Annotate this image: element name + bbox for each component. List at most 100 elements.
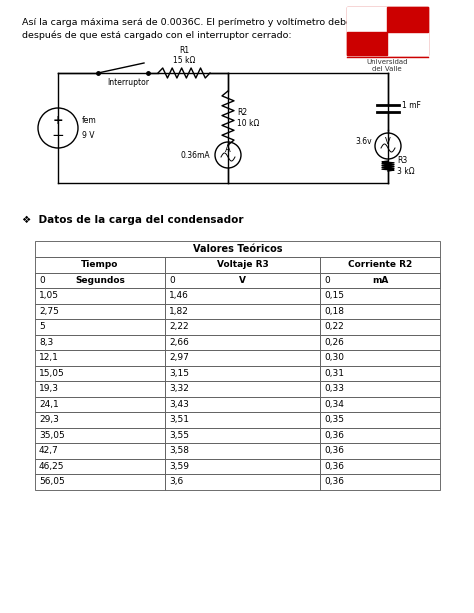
Bar bbox=[320, 381, 440, 397]
Bar bbox=[165, 257, 320, 273]
Text: R1
15 kΩ: R1 15 kΩ bbox=[173, 45, 195, 65]
Bar bbox=[320, 303, 440, 319]
Text: +: + bbox=[53, 115, 64, 128]
Bar bbox=[320, 474, 440, 490]
Text: Valores Teóricos: Valores Teóricos bbox=[193, 244, 282, 254]
Text: 15,05: 15,05 bbox=[39, 369, 65, 378]
Bar bbox=[320, 319, 440, 335]
Polygon shape bbox=[387, 32, 428, 55]
Text: 0,36: 0,36 bbox=[324, 431, 344, 440]
Text: −: − bbox=[52, 128, 64, 142]
Text: 0: 0 bbox=[324, 276, 330, 285]
Text: 3,6: 3,6 bbox=[169, 478, 183, 486]
Bar bbox=[320, 257, 440, 273]
Text: 0,15: 0,15 bbox=[324, 291, 344, 300]
Text: 1,05: 1,05 bbox=[39, 291, 59, 300]
Text: 0,36: 0,36 bbox=[324, 462, 344, 471]
Text: 24,1: 24,1 bbox=[39, 400, 59, 409]
Text: 19,3: 19,3 bbox=[39, 384, 59, 394]
Text: 9 V: 9 V bbox=[82, 131, 94, 140]
Bar bbox=[165, 365, 320, 381]
Text: 0,30: 0,30 bbox=[324, 353, 344, 362]
Bar bbox=[165, 427, 320, 443]
Bar bbox=[165, 443, 320, 459]
Text: fem: fem bbox=[82, 116, 97, 125]
Bar bbox=[347, 7, 428, 55]
Bar bbox=[320, 459, 440, 474]
Text: 1,46: 1,46 bbox=[169, 291, 189, 300]
Text: 3,43: 3,43 bbox=[169, 400, 189, 409]
Bar bbox=[35, 273, 165, 288]
Polygon shape bbox=[347, 7, 387, 32]
Text: Interruptor: Interruptor bbox=[107, 78, 149, 87]
Bar bbox=[35, 241, 440, 257]
Text: Universidad: Universidad bbox=[366, 59, 408, 65]
Bar bbox=[35, 427, 165, 443]
Bar bbox=[165, 288, 320, 303]
Text: R2
10 kΩ: R2 10 kΩ bbox=[237, 109, 259, 128]
Bar bbox=[165, 397, 320, 412]
Bar bbox=[35, 474, 165, 490]
Text: 35,05: 35,05 bbox=[39, 431, 65, 440]
Text: 0: 0 bbox=[39, 276, 45, 285]
Text: 1,82: 1,82 bbox=[169, 306, 189, 316]
Bar bbox=[35, 381, 165, 397]
Text: 0,36: 0,36 bbox=[324, 446, 344, 455]
Text: 0: 0 bbox=[169, 276, 175, 285]
Bar bbox=[320, 365, 440, 381]
Bar bbox=[35, 397, 165, 412]
Bar bbox=[35, 335, 165, 350]
Bar bbox=[35, 365, 165, 381]
Bar bbox=[35, 303, 165, 319]
Bar bbox=[165, 474, 320, 490]
Text: Así la carga máxima será de 0.0036C. El perímetro y voltímetro debería quedar as: Así la carga máxima será de 0.0036C. El … bbox=[22, 18, 418, 27]
Bar bbox=[320, 443, 440, 459]
Bar bbox=[320, 427, 440, 443]
Text: V: V bbox=[385, 137, 391, 145]
Text: 56,05: 56,05 bbox=[39, 478, 65, 486]
Text: 3,51: 3,51 bbox=[169, 415, 189, 424]
Text: 3,55: 3,55 bbox=[169, 431, 189, 440]
Bar bbox=[35, 319, 165, 335]
Text: V: V bbox=[239, 276, 246, 285]
Text: 0,36: 0,36 bbox=[324, 478, 344, 486]
Bar bbox=[320, 350, 440, 365]
Text: 2,22: 2,22 bbox=[169, 322, 189, 331]
Text: Corriente R2: Corriente R2 bbox=[348, 261, 412, 269]
Text: 3,59: 3,59 bbox=[169, 462, 189, 471]
Bar bbox=[165, 319, 320, 335]
Text: 0.36mA: 0.36mA bbox=[181, 151, 210, 159]
Text: del Valle: del Valle bbox=[372, 66, 401, 72]
Bar bbox=[165, 459, 320, 474]
Text: 42,7: 42,7 bbox=[39, 446, 59, 455]
Text: 0,22: 0,22 bbox=[324, 322, 344, 331]
Text: Voltaje R3: Voltaje R3 bbox=[217, 261, 268, 269]
Text: 3,15: 3,15 bbox=[169, 369, 189, 378]
Text: Segundos: Segundos bbox=[75, 276, 125, 285]
Text: 3,32: 3,32 bbox=[169, 384, 189, 394]
Polygon shape bbox=[387, 7, 428, 32]
Bar bbox=[165, 335, 320, 350]
Text: 5: 5 bbox=[39, 322, 45, 331]
Text: 0,34: 0,34 bbox=[324, 400, 344, 409]
Text: después de que está cargado con el interruptor cerrado:: después de que está cargado con el inter… bbox=[22, 31, 292, 40]
Bar bbox=[165, 303, 320, 319]
Text: 3.6v: 3.6v bbox=[356, 137, 372, 147]
Text: 12,1: 12,1 bbox=[39, 353, 59, 362]
Text: 29,3: 29,3 bbox=[39, 415, 59, 424]
Text: 2,97: 2,97 bbox=[169, 353, 189, 362]
Bar bbox=[165, 350, 320, 365]
Bar bbox=[320, 397, 440, 412]
Bar bbox=[320, 412, 440, 427]
Text: 2,66: 2,66 bbox=[169, 338, 189, 347]
Text: Tiempo: Tiempo bbox=[82, 261, 118, 269]
Text: mA: mA bbox=[372, 276, 388, 285]
Text: R3
3 kΩ: R3 3 kΩ bbox=[397, 156, 415, 176]
Bar bbox=[35, 412, 165, 427]
Text: ❖  Datos de la carga del condensador: ❖ Datos de la carga del condensador bbox=[22, 215, 244, 225]
Text: 0,33: 0,33 bbox=[324, 384, 344, 394]
Bar bbox=[35, 273, 165, 288]
Bar bbox=[35, 459, 165, 474]
Text: 8,3: 8,3 bbox=[39, 338, 53, 347]
Text: 1 mF: 1 mF bbox=[402, 101, 421, 110]
